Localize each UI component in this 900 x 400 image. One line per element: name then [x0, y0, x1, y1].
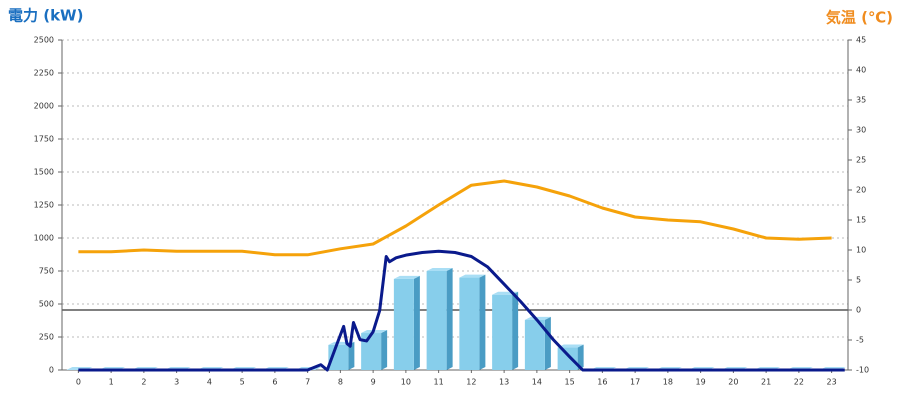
y2-tick-label: 30 — [856, 126, 866, 135]
x-tick-label: 11 — [434, 378, 444, 387]
y-tick-label: 2000 — [34, 102, 54, 111]
x-tick-label: 19 — [696, 378, 706, 387]
line — [78, 249, 845, 372]
bar-face — [577, 344, 584, 370]
y-tick-label: 0 — [49, 366, 54, 375]
bar-face — [393, 278, 414, 370]
y2-tick-label: -10 — [856, 366, 869, 375]
y-tick-label: 1500 — [34, 168, 54, 177]
bar-face — [557, 347, 578, 370]
y2-tick-label: 35 — [856, 96, 866, 105]
right-axis-title: 気温 (℃) — [826, 9, 893, 27]
bar-face — [512, 291, 519, 370]
x-tick-label: 16 — [597, 378, 607, 387]
x-tick-label: 18 — [663, 378, 673, 387]
bar-face — [348, 341, 355, 370]
bar-face — [557, 344, 584, 348]
y-tick-label: 1750 — [34, 135, 54, 144]
bar-face — [459, 277, 480, 370]
bar-face — [544, 316, 551, 370]
bar-face — [446, 268, 453, 370]
x-tick-label: 3 — [174, 378, 179, 387]
line — [78, 179, 832, 257]
bar-face — [393, 275, 420, 279]
y-tick-label: 500 — [39, 300, 54, 309]
x-tick-label: 4 — [207, 378, 212, 387]
y2-tick-label: -5 — [856, 336, 864, 345]
x-tick-label: 17 — [630, 378, 640, 387]
bar-face — [413, 275, 420, 370]
bar-face — [524, 319, 545, 370]
y2-tick-label: 5 — [856, 276, 861, 285]
y2-tick-label: 0 — [856, 306, 861, 315]
x-tick-label: 5 — [240, 378, 245, 387]
bar — [557, 344, 584, 370]
left-axis-title: 電力 (kW) — [8, 7, 83, 25]
bar-face — [479, 274, 486, 370]
x-tick-label: 23 — [827, 378, 837, 387]
bar-face — [361, 333, 382, 370]
bar — [459, 274, 486, 370]
bar — [492, 291, 519, 370]
y-tick-label: 250 — [39, 333, 54, 342]
x-tick-label: 9 — [371, 378, 376, 387]
x-tick-label: 7 — [305, 378, 310, 387]
bar — [426, 268, 453, 370]
x-tick-label: 2 — [141, 378, 146, 387]
x-tick-label: 22 — [794, 378, 804, 387]
y-tick-label: 1250 — [34, 201, 54, 210]
y2-tick-label: 45 — [856, 36, 866, 45]
x-tick-label: 1 — [109, 378, 114, 387]
bar — [524, 316, 551, 370]
y-tick-label: 2500 — [34, 36, 54, 45]
x-tick-label: 8 — [338, 378, 343, 387]
x-tick-label: 6 — [272, 378, 277, 387]
y2-tick-label: 15 — [856, 216, 866, 225]
y2-tick-label: 10 — [856, 246, 866, 255]
bar — [393, 275, 420, 370]
x-tick-label: 10 — [401, 378, 411, 387]
bar-face — [492, 294, 513, 370]
y-tick-label: 1000 — [34, 234, 54, 243]
x-tick-label: 15 — [565, 378, 575, 387]
x-tick-label: 0 — [76, 378, 81, 387]
x-tick-label: 12 — [466, 378, 476, 387]
y-tick-label: 750 — [39, 267, 54, 276]
y-tick-label: 2250 — [34, 69, 54, 78]
y2-tick-label: 40 — [856, 66, 866, 75]
bar-face — [381, 330, 388, 370]
bar-face — [524, 316, 551, 320]
x-tick-label: 14 — [532, 378, 542, 387]
bar — [361, 330, 388, 370]
y2-tick-label: 20 — [856, 186, 866, 195]
x-tick-label: 13 — [499, 378, 509, 387]
x-tick-label: 20 — [728, 378, 738, 387]
bar-face — [459, 274, 486, 278]
bar-face — [426, 271, 447, 370]
x-tick-label: 21 — [761, 378, 771, 387]
y2-tick-label: 25 — [856, 156, 866, 165]
bar-face — [426, 268, 453, 271]
